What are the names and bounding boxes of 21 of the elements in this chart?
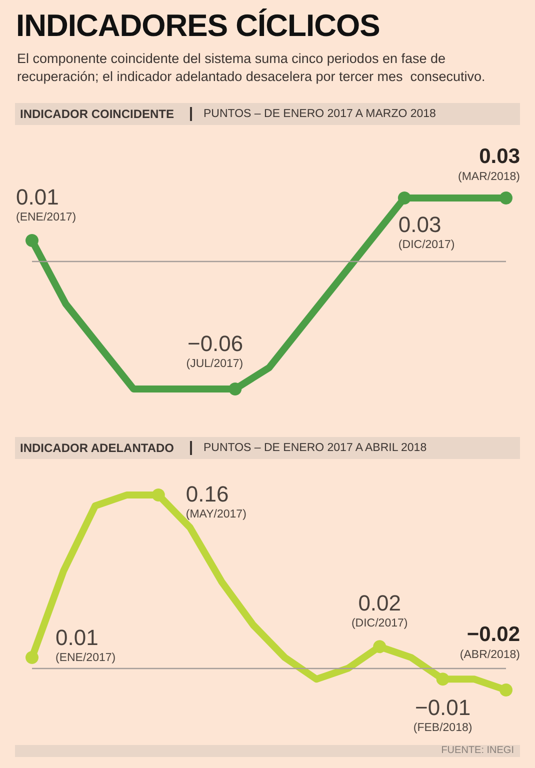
data-label: 0.03 (MAR/2018) xyxy=(458,145,520,183)
data-label: 0.16 (MAY/2017) xyxy=(186,482,247,520)
point xyxy=(373,640,386,654)
point xyxy=(152,488,165,502)
data-label: −0.01 (FEB/2018) xyxy=(413,695,472,734)
text: El componente coincidente del sistema suma cinco periodos en fase de recuperación; el indicador adelantado desacelera por tercer mes consecutivo. xyxy=(17,50,486,86)
data-label: −0.02 (ABR/2018) xyxy=(460,623,520,661)
chart-title: INDICADOR ADELANTADO xyxy=(20,441,174,455)
data-label: 0.01 (ENE/2017) xyxy=(56,625,116,664)
text: INDICADORES CÍCLICOS xyxy=(16,7,380,45)
data-label: 0.03 (DIC/2017) xyxy=(398,212,455,251)
point xyxy=(436,672,450,686)
chart-title: INDICADOR COINCIDENTE xyxy=(20,107,174,121)
data-label: 0.02 (DIC/2017) xyxy=(351,590,408,630)
data-label: −0.06 (JUL/2017) xyxy=(186,331,244,370)
chart-subtitle: PUNTOS – DE ENERO 2017 A ABRIL 2018 xyxy=(204,442,427,454)
data-label: 0.01 (ENE/2017) xyxy=(16,184,76,224)
chart-subtitle: PUNTOS – DE ENERO 2017 A MARZO 2018 xyxy=(204,108,436,120)
point xyxy=(26,651,38,664)
source-note: FUENTE: INEGI xyxy=(441,745,514,757)
point xyxy=(500,684,512,696)
